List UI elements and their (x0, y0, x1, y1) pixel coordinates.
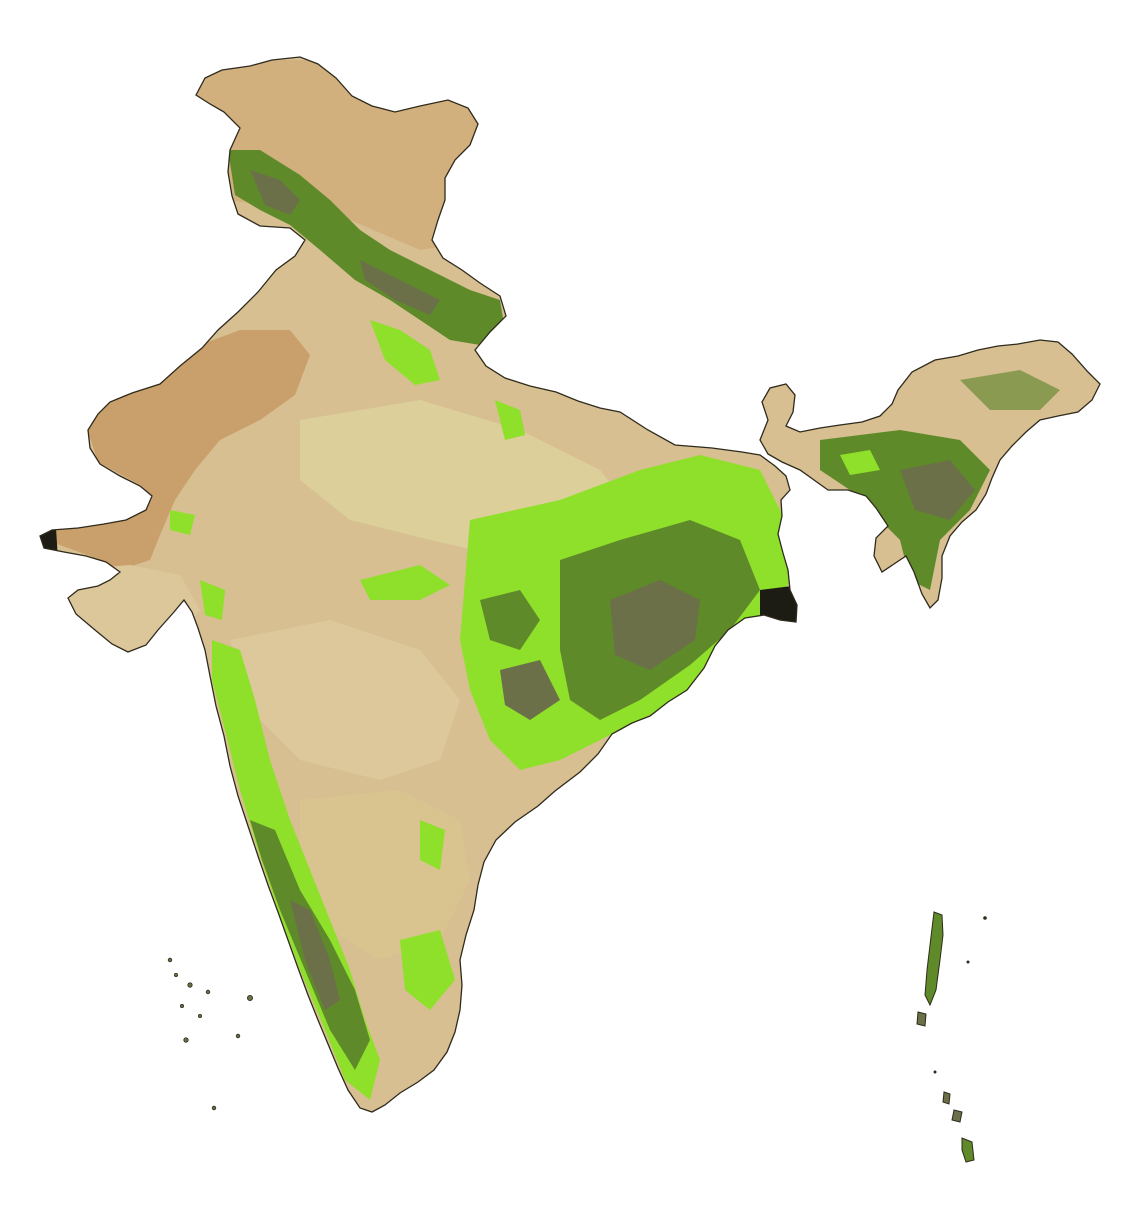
island-dot (183, 1037, 189, 1043)
island-dot (173, 973, 178, 978)
island-dot (167, 957, 173, 963)
aravalli-vegetation (170, 510, 195, 535)
gujarat-forest (200, 580, 225, 620)
island-dot (179, 1004, 184, 1009)
northeast-region (760, 340, 1100, 608)
andaman-nicobar-islands (916, 911, 987, 1163)
terai-vegetation (370, 320, 440, 385)
gujarat-plains (65, 565, 200, 655)
terai-vegetation-2 (495, 400, 525, 440)
mainland-border (39, 56, 798, 1113)
island-dot (983, 916, 987, 920)
island-dot (235, 1033, 241, 1039)
central-forest-dark-2 (500, 660, 560, 720)
assam-vegetation (840, 450, 880, 475)
vindhya-vegetation (360, 565, 450, 600)
island-dot (933, 1070, 937, 1074)
northeast-forest (820, 430, 990, 590)
eastern-ghats-south (400, 930, 455, 1010)
himalayan-dark-forest (250, 170, 300, 215)
northeast-dark-forest (900, 460, 975, 520)
central-forest-dense-2 (480, 590, 540, 650)
central-forest-dark (610, 580, 700, 670)
andaman-island-small (916, 1011, 927, 1027)
andaman-island-north (924, 911, 944, 1007)
island-dot (246, 995, 253, 1002)
nicobar-island-1 (942, 1091, 951, 1105)
nicobar-island-2 (951, 1109, 963, 1123)
lakshadweep-islands (167, 957, 253, 1111)
sundarbans-mangrove (760, 585, 797, 625)
island-dot (187, 982, 193, 988)
western-ghats-dark (290, 900, 340, 1010)
island-dot (197, 1014, 202, 1019)
deccan-plateau (230, 620, 460, 780)
island-dot (205, 989, 211, 995)
island-dot (211, 1105, 217, 1111)
thar-desert (44, 330, 310, 570)
great-nicobar-island (961, 1137, 975, 1163)
arunachal-forest (960, 370, 1060, 410)
eastern-ghats-patch (420, 820, 445, 870)
island-dot (966, 960, 970, 964)
himalayan-dark-forest-2 (360, 260, 440, 315)
northeast-border (759, 339, 1101, 610)
